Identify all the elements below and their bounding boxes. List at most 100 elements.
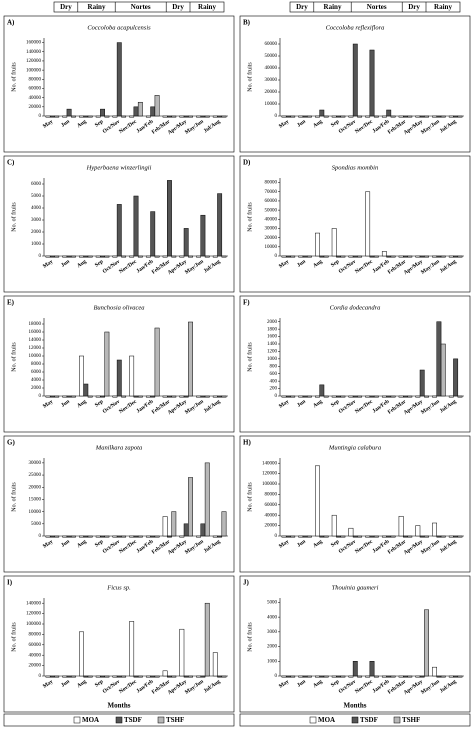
bar [129, 255, 135, 258]
bar [116, 42, 122, 117]
x-tick-label: Jun [296, 539, 307, 549]
bar [167, 675, 172, 678]
bar [145, 395, 151, 398]
bar [188, 115, 193, 118]
bar [212, 535, 218, 538]
bar [112, 115, 118, 118]
x-tick-label: Aug [312, 259, 324, 270]
legend-label: TSHF [166, 716, 184, 724]
season-label: Nortes [131, 3, 151, 11]
bar [336, 675, 341, 678]
y-tick-label: 70000 [265, 190, 278, 195]
bar [285, 395, 291, 398]
bar [66, 395, 72, 398]
y-tick-label: 1000 [31, 242, 42, 247]
bar [415, 525, 421, 537]
bar [398, 395, 404, 398]
bar [323, 675, 329, 678]
bar [129, 535, 135, 538]
bar [150, 395, 156, 398]
bar [221, 511, 227, 537]
y-tick-label: 100000 [26, 68, 42, 73]
bar [323, 115, 329, 118]
bar [381, 251, 387, 257]
y-tick-label: 3000 [31, 218, 42, 223]
chart-title: Bunchosia olivacea [93, 304, 144, 311]
bar [424, 255, 429, 258]
chart-title: Hyperbaena winzerlingii [86, 164, 152, 171]
bar [87, 675, 93, 678]
bar [154, 675, 160, 678]
bar [183, 228, 189, 257]
bar [62, 255, 68, 258]
bar [281, 255, 287, 258]
bar [100, 675, 105, 678]
panel-label: B) [243, 19, 251, 27]
bar [352, 661, 358, 677]
y-tick-label: 1200 [267, 350, 278, 355]
x-tick-label: May [278, 539, 290, 550]
bar [315, 675, 320, 678]
x-axis-label: Months [108, 702, 131, 710]
bar [62, 115, 68, 118]
bar [432, 115, 437, 118]
y-tick-label: 0 [39, 394, 42, 399]
bar [440, 255, 446, 258]
bar [419, 535, 425, 538]
bar [290, 395, 296, 398]
panel-label: I) [7, 579, 13, 587]
bar [200, 214, 206, 257]
panel-border [3, 15, 235, 153]
legend-box [3, 713, 235, 727]
bar [66, 255, 72, 258]
x-tick-label: Jul/Aug [203, 679, 222, 695]
bar [331, 228, 337, 257]
x-tick-label: Oct/Nov [102, 399, 122, 415]
bar [45, 255, 51, 258]
bar [204, 115, 210, 118]
bar [432, 255, 437, 258]
bar [315, 395, 320, 398]
y-tick-label: 4000 [267, 615, 278, 620]
bar [281, 675, 287, 678]
bar [381, 115, 387, 118]
y-axis-label: No. of fruits [10, 202, 17, 232]
bar [323, 255, 329, 258]
bar [221, 255, 227, 258]
panel-border [3, 155, 235, 293]
chart-title: Cordia dodecandra [330, 304, 381, 311]
bar [415, 395, 421, 398]
bar [154, 95, 160, 117]
bar [79, 631, 84, 677]
chart-title: Manilkara zapota [95, 444, 142, 451]
bar [369, 535, 375, 538]
bar [54, 675, 60, 678]
bar [95, 115, 101, 118]
bar [100, 535, 105, 538]
y-tick-label: 10000 [265, 102, 278, 107]
x-tick-label: Nov/Dec [118, 538, 138, 555]
bar [315, 232, 320, 257]
bar [183, 675, 189, 678]
bar [340, 535, 346, 538]
y-tick-label: 6000 [31, 370, 42, 375]
bar [302, 255, 308, 258]
y-tick-label: 20000 [265, 90, 278, 95]
bar [398, 115, 404, 118]
x-tick-label: Sep [330, 679, 340, 689]
bar [298, 675, 304, 678]
x-tick-label: Aug [76, 539, 88, 550]
legend-swatch [309, 716, 317, 724]
panel-border [239, 575, 471, 713]
bar [424, 115, 429, 118]
bar [79, 115, 84, 118]
panel-border [239, 155, 471, 293]
panel-label: H) [243, 439, 251, 447]
y-tick-label: 12000 [29, 346, 42, 351]
panel-border [3, 295, 235, 433]
bar [307, 535, 312, 538]
bar [79, 355, 84, 397]
bar [340, 115, 346, 118]
x-tick-label: Aug [76, 119, 88, 130]
bar [448, 395, 454, 398]
